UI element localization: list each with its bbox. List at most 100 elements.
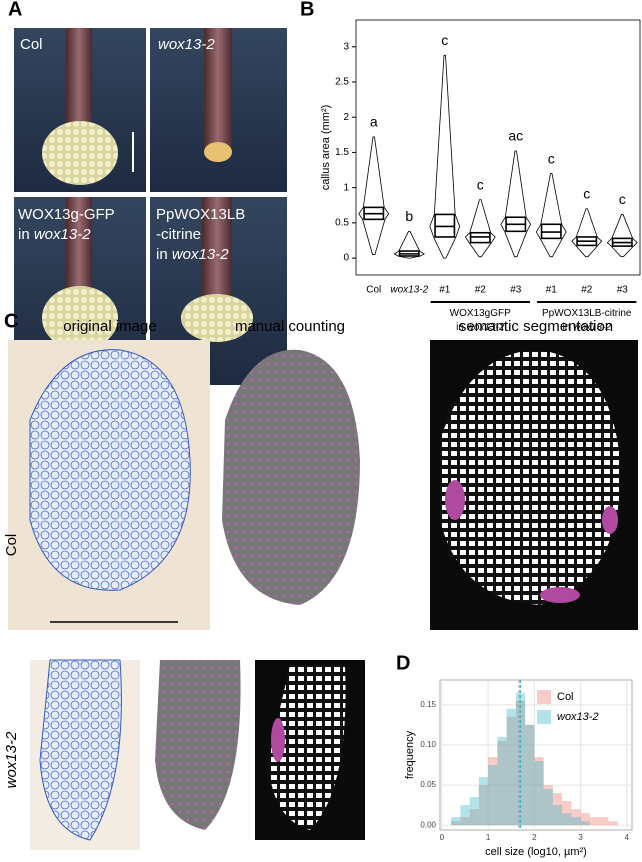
y-tick-label: 1 bbox=[343, 182, 349, 193]
violin bbox=[500, 150, 532, 258]
section bbox=[155, 660, 241, 830]
y-tick-label: 1.5 bbox=[335, 147, 349, 158]
histogram-bar bbox=[488, 765, 498, 826]
photo-label-part: Col bbox=[20, 36, 43, 53]
stem bbox=[66, 197, 92, 292]
legend-swatch bbox=[537, 710, 551, 724]
column-title: semantic segmentation bbox=[459, 318, 613, 335]
highlight bbox=[445, 480, 465, 520]
row-label: wox13-2 bbox=[3, 731, 20, 788]
photo-label-part: wox13-2 bbox=[34, 226, 91, 243]
photo-label: WOX13g-GFP bbox=[18, 206, 115, 223]
histogram-bar bbox=[543, 785, 553, 826]
photo-label-part: in bbox=[156, 246, 172, 263]
y-axis-title: frequency bbox=[404, 730, 416, 779]
photo-label-part: wox13-2 bbox=[158, 36, 215, 53]
histogram-bar bbox=[506, 708, 516, 826]
group-label-part: WOX13gGFP bbox=[450, 308, 511, 319]
histogram-bar bbox=[478, 785, 489, 826]
plot-frame bbox=[355, 19, 641, 276]
photo-label-part: in bbox=[18, 226, 34, 243]
section bbox=[222, 349, 360, 605]
x-tick-label: 4 bbox=[625, 833, 630, 842]
y-tick-label: 2 bbox=[343, 112, 349, 123]
legend-swatch bbox=[537, 690, 551, 704]
callus bbox=[42, 121, 118, 185]
x-axis-title: cell size (log10, µm²) bbox=[485, 846, 587, 858]
callus bbox=[181, 294, 253, 342]
y-tick-label: 0 bbox=[343, 253, 349, 264]
violin bbox=[464, 199, 496, 258]
significance-letter: c bbox=[548, 150, 555, 166]
y-tick-label: 0.5 bbox=[335, 218, 349, 229]
violin bbox=[571, 208, 603, 258]
histogram-bar bbox=[515, 692, 526, 826]
histogram-bar bbox=[543, 789, 553, 826]
y-axis-title: callus area (mm²) bbox=[320, 105, 332, 191]
panel-label: B bbox=[300, 0, 314, 20]
highlight bbox=[271, 718, 285, 762]
section-images bbox=[8, 340, 638, 850]
photo-label: in wox13-2 bbox=[18, 226, 91, 243]
legend-label: wox13-2 bbox=[557, 711, 599, 723]
histogram-bar bbox=[580, 821, 590, 826]
callus bbox=[204, 142, 232, 162]
photo-label-part: wox13-2 bbox=[172, 246, 229, 263]
histogram-bar bbox=[552, 805, 563, 826]
histogram-bar bbox=[571, 817, 581, 826]
histogram-bar bbox=[497, 740, 507, 826]
histogram-bar bbox=[580, 813, 590, 826]
panel-label: D bbox=[396, 652, 410, 674]
histogram-bar bbox=[552, 793, 563, 826]
panel-label: A bbox=[8, 0, 22, 20]
violin bbox=[606, 214, 638, 258]
section bbox=[29, 349, 191, 591]
y-tick-label: 0.05 bbox=[420, 780, 436, 789]
photo-label-part: PpWOX13LB bbox=[156, 206, 245, 223]
highlight bbox=[602, 506, 618, 534]
histogram-bar bbox=[599, 817, 609, 826]
y-tick-label: 0.15 bbox=[420, 700, 436, 709]
histogram-bar bbox=[478, 777, 489, 826]
photo-label: -citrine bbox=[156, 226, 201, 243]
group-label-part: wox13-2 bbox=[467, 322, 505, 333]
significance-letter: c bbox=[619, 191, 626, 207]
x-tick-label: 1 bbox=[486, 833, 491, 842]
y-tick-label: 0.00 bbox=[420, 820, 436, 829]
histogram-bar bbox=[525, 724, 535, 826]
photo-label: Col bbox=[20, 36, 43, 53]
violin bbox=[429, 54, 461, 259]
stem bbox=[202, 197, 232, 302]
significance-letter: c bbox=[441, 32, 448, 48]
significance-letter: ac bbox=[508, 128, 523, 144]
photo-label: PpWOX13LB bbox=[156, 206, 245, 223]
group-label-part: in bbox=[563, 322, 574, 333]
histogram-bar bbox=[562, 801, 572, 826]
section bbox=[268, 665, 346, 830]
x-tick-label: 2 bbox=[532, 833, 537, 842]
histogram-bar bbox=[451, 817, 461, 826]
section bbox=[39, 659, 122, 841]
histogram-bar bbox=[497, 736, 507, 826]
photo-label: in wox13-2 bbox=[156, 246, 229, 263]
group-label: PpWOX13LB-citrine bbox=[542, 308, 632, 319]
section bbox=[440, 350, 621, 605]
histogram-bar bbox=[534, 757, 544, 826]
histogram-bar bbox=[589, 817, 600, 826]
histogram-bar bbox=[515, 700, 526, 826]
y-tick-label: 2.5 bbox=[335, 77, 349, 88]
row-label: Col bbox=[3, 534, 20, 557]
x-tick-label: wox13-2 bbox=[390, 285, 428, 296]
x-tick-label: #2 bbox=[475, 285, 487, 296]
y-tick-label: 0.10 bbox=[420, 740, 436, 749]
highlight bbox=[540, 587, 580, 603]
histogram-bar bbox=[571, 809, 581, 826]
histogram-bar bbox=[460, 805, 470, 826]
violin bbox=[358, 136, 390, 255]
legend-label: Col bbox=[557, 691, 574, 703]
group-label-part: PpWOX13LB-citrine bbox=[542, 308, 632, 319]
histogram-bar bbox=[451, 821, 461, 826]
histogram-bar bbox=[608, 821, 618, 826]
x-tick-label: #1 bbox=[546, 285, 558, 296]
